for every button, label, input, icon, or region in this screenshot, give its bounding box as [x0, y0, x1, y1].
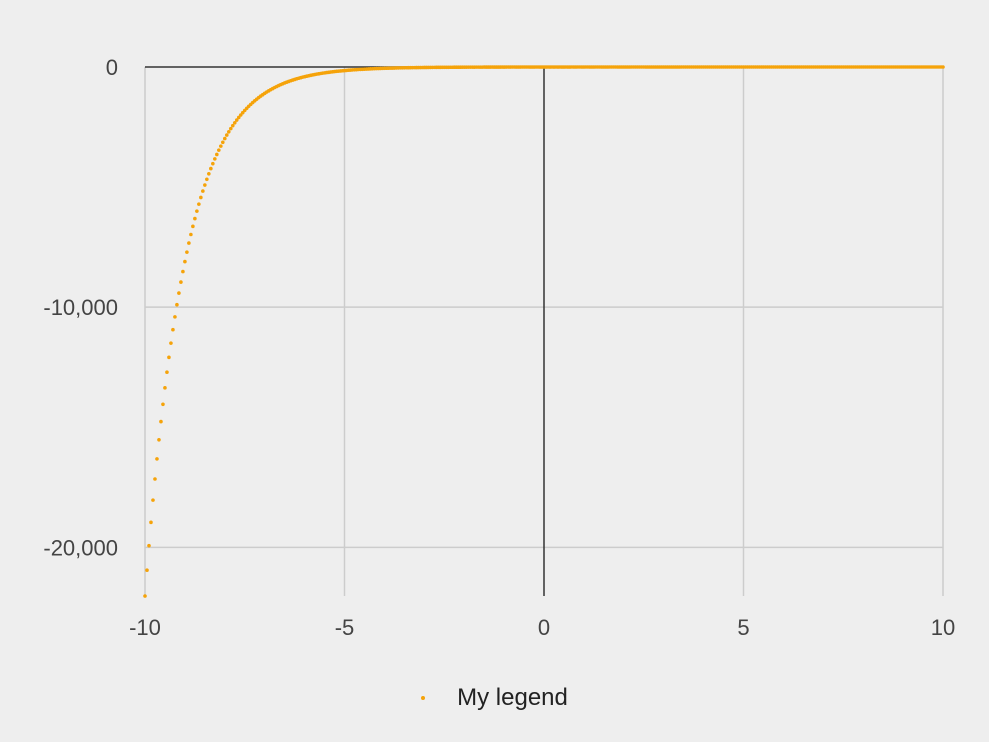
data-point	[191, 224, 195, 229]
data-point	[211, 161, 215, 166]
data-point	[185, 250, 189, 254]
data-point	[163, 386, 167, 390]
data-point	[236, 115, 241, 120]
y-tick-label: -10,000	[43, 295, 118, 320]
data-point	[171, 327, 175, 332]
data-point	[187, 241, 191, 245]
data-point	[203, 183, 207, 187]
data-point	[224, 133, 229, 137]
data-point	[143, 594, 147, 598]
data-point	[223, 136, 227, 141]
data-point	[189, 232, 193, 237]
data-point	[209, 166, 213, 171]
data-point	[151, 498, 155, 502]
legend: My legend	[0, 684, 989, 712]
data-point	[217, 148, 221, 152]
data-point	[181, 269, 185, 274]
data-point	[213, 157, 217, 161]
x-tick-label: 0	[538, 615, 550, 640]
legend-marker-icon	[421, 696, 426, 700]
data-point	[169, 341, 173, 345]
data-point	[177, 291, 181, 295]
data-point	[183, 259, 187, 264]
data-point	[230, 123, 235, 128]
x-tick-label: -5	[335, 615, 355, 640]
x-tick-label: 5	[737, 615, 749, 640]
data-points	[143, 65, 945, 598]
data-point	[161, 402, 165, 407]
data-point	[207, 172, 211, 176]
data-point	[195, 209, 199, 213]
data-point	[173, 315, 177, 319]
y-tick-label: -20,000	[43, 535, 118, 560]
data-point	[157, 437, 161, 442]
data-point	[159, 419, 163, 424]
data-point	[215, 152, 219, 157]
data-point	[221, 140, 225, 145]
data-point	[167, 355, 171, 360]
data-point	[155, 457, 159, 461]
x-tick-label: 10	[931, 615, 955, 640]
data-point	[193, 216, 197, 221]
data-point	[941, 65, 945, 69]
data-point	[165, 370, 169, 375]
data-point	[149, 520, 153, 525]
data-point	[234, 118, 239, 122]
data-point	[197, 202, 201, 206]
data-point	[226, 129, 231, 134]
data-point	[232, 120, 237, 125]
data-point	[201, 189, 205, 193]
data-point	[219, 144, 223, 148]
tick-labels: -10 -5 0 5 10 0 -10,000 -20,000	[43, 55, 955, 640]
data-point	[147, 543, 151, 548]
legend-label: My legend	[457, 684, 568, 711]
data-point	[153, 477, 157, 481]
data-point	[238, 113, 243, 117]
y-tick-label: 0	[106, 55, 118, 80]
x-tick-label: -10	[129, 615, 161, 640]
axis-layer	[145, 66, 943, 596]
data-point	[228, 126, 233, 131]
data-point	[145, 568, 149, 573]
data-point	[175, 302, 179, 307]
data-point	[179, 280, 183, 284]
data-point	[199, 195, 203, 200]
data-point	[205, 177, 209, 182]
